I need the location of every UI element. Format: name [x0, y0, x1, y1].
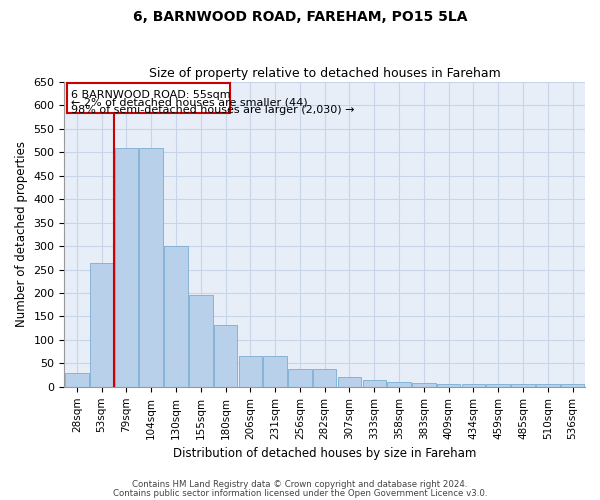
Text: Contains HM Land Registry data © Crown copyright and database right 2024.: Contains HM Land Registry data © Crown c…	[132, 480, 468, 489]
Bar	[263, 356, 287, 387]
Bar	[239, 356, 262, 387]
Bar	[536, 384, 560, 387]
Bar	[511, 384, 535, 387]
Text: ← 2% of detached houses are smaller (44): ← 2% of detached houses are smaller (44)	[71, 97, 307, 107]
Bar	[288, 370, 311, 387]
Text: 6 BARNWOOD ROAD: 55sqm: 6 BARNWOOD ROAD: 55sqm	[71, 90, 230, 100]
Text: 6, BARNWOOD ROAD, FAREHAM, PO15 5LA: 6, BARNWOOD ROAD, FAREHAM, PO15 5LA	[133, 10, 467, 24]
Bar	[67, 83, 230, 112]
Text: 98% of semi-detached houses are larger (2,030) →: 98% of semi-detached houses are larger (…	[71, 104, 354, 115]
Bar	[164, 246, 188, 387]
Bar	[412, 383, 436, 387]
Bar	[214, 325, 238, 387]
Title: Size of property relative to detached houses in Fareham: Size of property relative to detached ho…	[149, 66, 500, 80]
Text: Contains public sector information licensed under the Open Government Licence v3: Contains public sector information licen…	[113, 490, 487, 498]
Bar	[487, 384, 510, 387]
Bar	[115, 148, 138, 387]
Bar	[362, 380, 386, 387]
Y-axis label: Number of detached properties: Number of detached properties	[15, 142, 28, 328]
Bar	[313, 370, 337, 387]
Bar	[338, 376, 361, 387]
Bar	[461, 384, 485, 387]
Bar	[437, 384, 460, 387]
Bar	[139, 148, 163, 387]
Bar	[387, 382, 411, 387]
Bar	[65, 373, 89, 387]
Bar	[189, 296, 212, 387]
X-axis label: Distribution of detached houses by size in Fareham: Distribution of detached houses by size …	[173, 447, 476, 460]
Bar	[561, 384, 584, 387]
Bar	[90, 262, 113, 387]
